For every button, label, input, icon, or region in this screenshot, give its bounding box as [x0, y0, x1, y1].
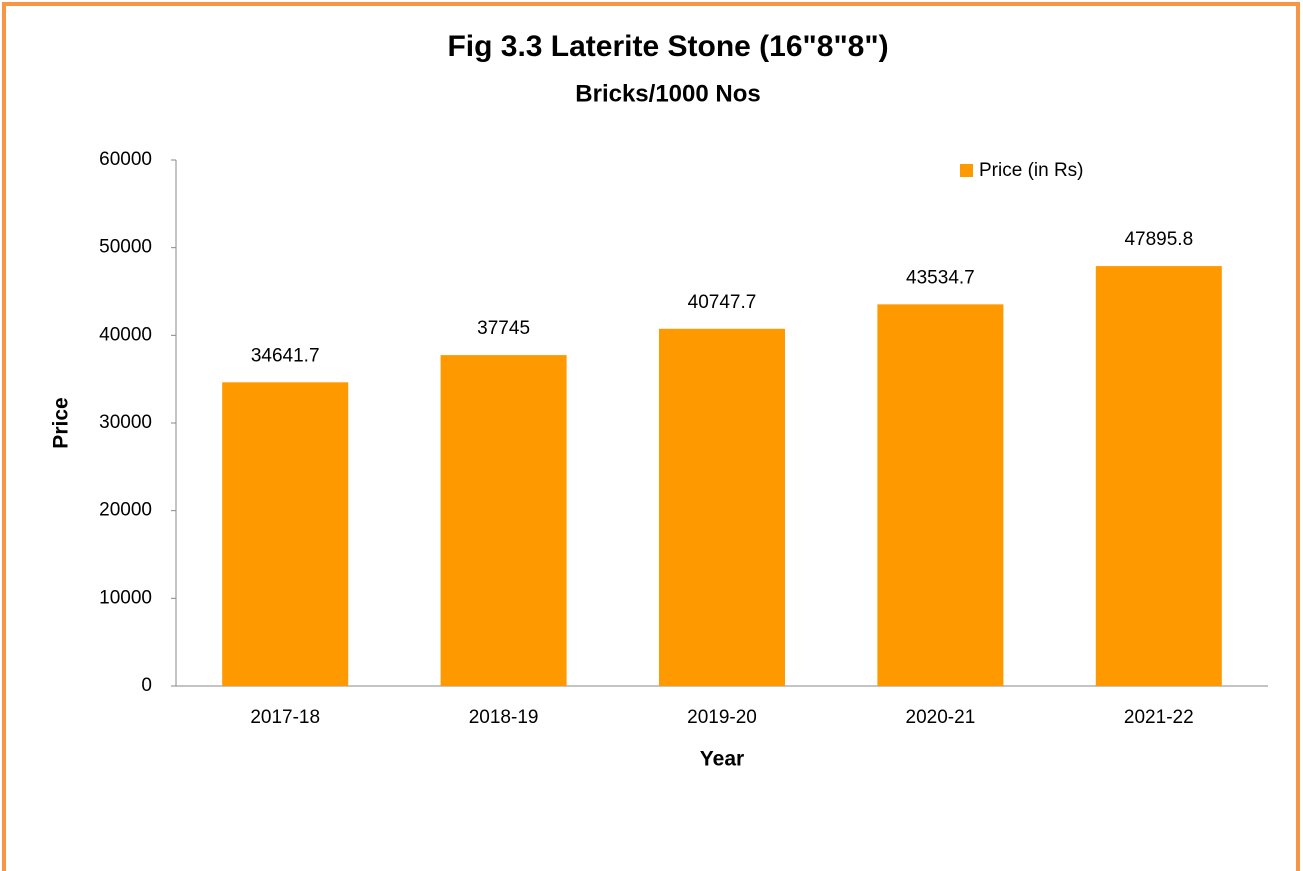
x-tick-label: 2020-21: [906, 707, 976, 728]
y-tick-label: 10000: [99, 587, 152, 608]
x-tick-label: 2018-19: [469, 707, 539, 728]
y-tick-label: 20000: [99, 500, 152, 521]
data-label: 37745: [477, 318, 530, 339]
x-axis-label: Year: [700, 748, 744, 771]
y-tick-label: 50000: [99, 237, 152, 258]
bar: [222, 382, 349, 686]
data-label: 47895.8: [1124, 229, 1193, 250]
chart-title: Fig 3.3 Laterite Stone (16"8"8"): [447, 30, 888, 63]
data-label: 43534.7: [906, 267, 975, 288]
x-tick-label: 2019-20: [687, 707, 757, 728]
chart-subtitle: Bricks/1000 Nos: [575, 80, 760, 107]
bar: [1095, 266, 1222, 686]
x-tick-label: 2021-22: [1124, 707, 1194, 728]
y-tick-label: 60000: [99, 149, 152, 170]
legend-label: Price (in Rs): [979, 160, 1084, 181]
y-tick-label: 30000: [99, 412, 152, 433]
y-tick-label: 0: [141, 675, 152, 696]
x-tick-label: 2017-18: [250, 707, 320, 728]
y-axis-label: Price: [50, 397, 73, 448]
legend-swatch: [960, 164, 973, 177]
data-label: 40747.7: [688, 292, 757, 313]
data-label: 34641.7: [251, 345, 320, 366]
bar: [440, 355, 567, 686]
bar: [877, 304, 1004, 686]
bar: [659, 328, 785, 686]
y-tick-label: 40000: [99, 324, 152, 345]
